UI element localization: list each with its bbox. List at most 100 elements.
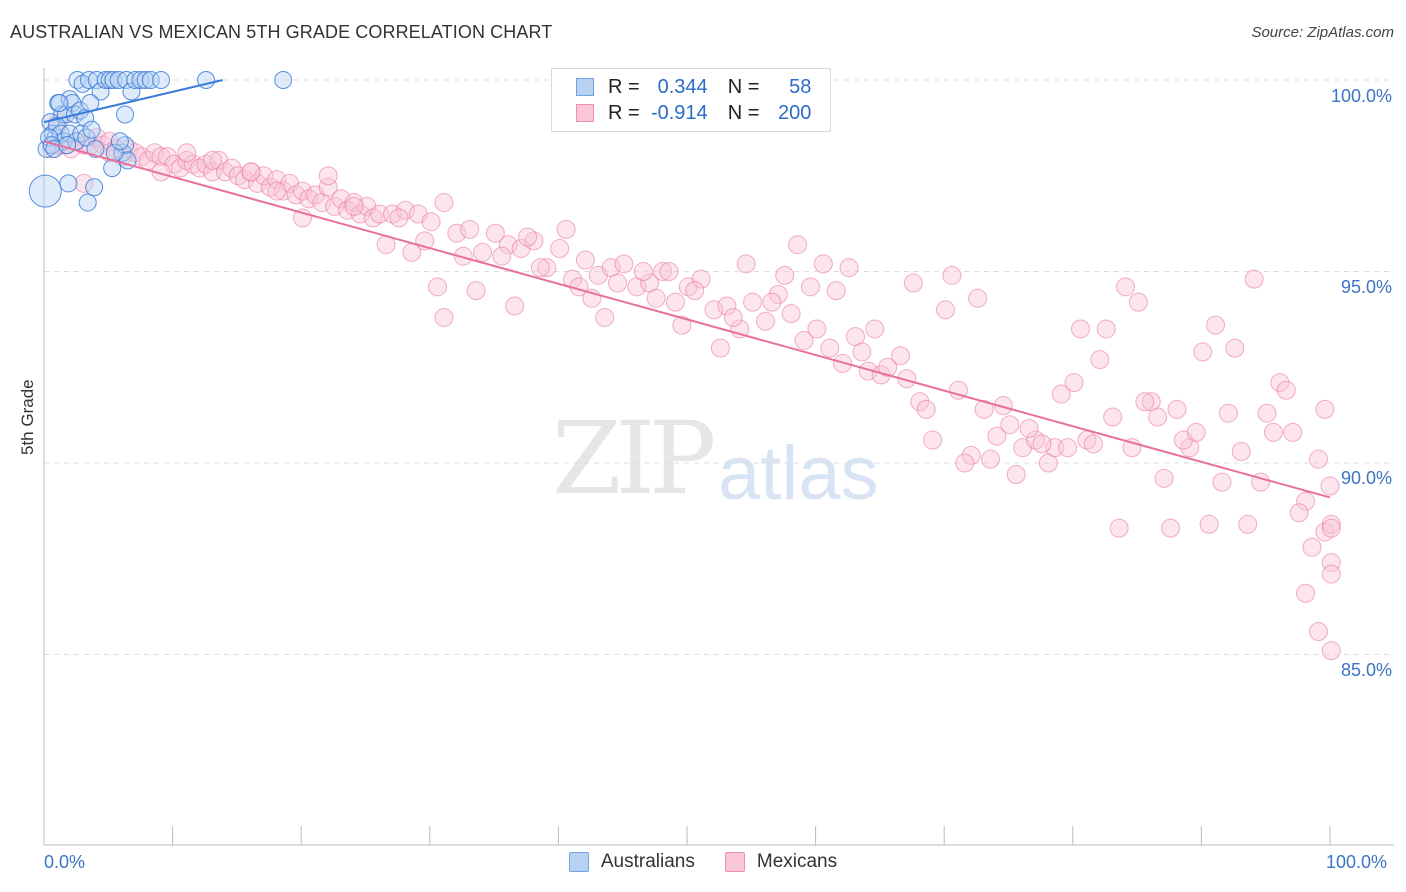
mexicans-point	[1161, 518, 1181, 538]
mexicans-point	[1019, 419, 1039, 439]
mexicans-point	[1148, 407, 1168, 427]
mexicans-point	[222, 158, 242, 178]
mexicans-point	[1154, 468, 1174, 488]
mexicans-point	[550, 239, 570, 259]
mexicans-point	[1315, 399, 1335, 419]
mexicans-point	[948, 380, 968, 400]
mexicans-point	[1006, 464, 1026, 484]
legend-item-australians[interactable]: Australians	[568, 851, 695, 873]
mexicans-point	[1000, 415, 1020, 435]
australians-legend-swatch	[568, 852, 589, 872]
r-value: -0.914	[650, 101, 708, 124]
mexicans-point	[1193, 342, 1213, 362]
mexicans-point	[1321, 553, 1341, 573]
n-value: 200	[778, 101, 812, 124]
y-tick-label: 85.0%	[1340, 660, 1392, 680]
mexicans-point	[775, 265, 795, 285]
mexicans-point	[395, 200, 415, 220]
mexicans-point	[537, 258, 557, 278]
mexicans-point	[1051, 384, 1071, 404]
mexicans-point	[1321, 564, 1341, 584]
mexicans-point	[1109, 518, 1129, 538]
mexicans-point	[247, 173, 267, 193]
stats-legend: R = 0.344 N = 58 R = -0.914 N = 200	[551, 68, 831, 132]
mexicans-point	[1096, 319, 1116, 339]
mexicans-point	[672, 315, 692, 335]
source-credit: Source: ZipAtlas.com	[1251, 24, 1394, 41]
mexicans-point	[1058, 438, 1078, 458]
r-label: R =	[608, 75, 640, 98]
mexicans-point	[1244, 269, 1264, 289]
mexicans-point	[659, 262, 679, 281]
australians-point	[28, 174, 62, 208]
chart-title: AUSTRALIAN VS MEXICAN 5TH GRADE CORRELAT…	[10, 22, 553, 42]
mexicans-point	[890, 346, 910, 366]
mexicans-point	[826, 281, 846, 301]
mexicans-point	[807, 319, 827, 339]
mexicans-point	[993, 396, 1013, 416]
mexicans-point	[788, 235, 808, 255]
australians-swatch	[576, 78, 594, 96]
mexicans-point	[1302, 537, 1322, 557]
mexicans-point	[1206, 315, 1226, 335]
australians-point	[50, 93, 69, 112]
mexicans-point	[518, 227, 538, 247]
mexicans-point	[498, 235, 518, 255]
mexicans-point	[987, 426, 1007, 446]
mexicans-point	[1238, 514, 1258, 534]
axes	[43, 68, 1394, 846]
mexicans-point	[1199, 514, 1219, 534]
mexicans-point	[447, 223, 467, 243]
mexicans-point	[794, 330, 814, 350]
mexicans-point	[910, 392, 930, 412]
mexicans-point	[1064, 373, 1084, 393]
mexicans-point	[878, 357, 898, 377]
mexicans-point	[254, 166, 274, 186]
mexicans-point	[1321, 641, 1341, 661]
mexicans-point	[1296, 583, 1316, 603]
mexicans-point	[428, 277, 448, 297]
mexicans-point	[614, 254, 634, 274]
mexicans-point	[903, 273, 923, 293]
n-label: N =	[727, 101, 760, 124]
australians-point	[110, 132, 129, 151]
australians-point	[116, 105, 135, 124]
mexicans-point	[1283, 422, 1303, 442]
mexicans-trend-line	[43, 140, 1331, 499]
mexicans-point	[1320, 476, 1340, 496]
mexicans-point	[685, 281, 705, 301]
mexicans-point	[974, 399, 994, 419]
australians-point	[136, 71, 155, 89]
mexicans-point	[1212, 472, 1232, 492]
mexicans-point	[723, 307, 743, 327]
australians-point	[141, 71, 160, 89]
stats-row-australians: R = 0.344 N = 58	[576, 75, 811, 99]
mexicans-point	[530, 258, 550, 278]
mexicans-point	[273, 181, 293, 201]
mexicans-point	[74, 173, 94, 193]
mexicans-point	[1276, 380, 1296, 400]
mexicans-point	[1071, 319, 1091, 339]
r-value: 0.344	[657, 75, 708, 98]
mexicans-point	[434, 193, 454, 213]
mexicans-point	[1032, 434, 1052, 454]
mexicans-point	[1186, 422, 1206, 442]
australians-point	[274, 71, 293, 89]
x-tick-label-max: 100.0%	[1326, 852, 1388, 872]
mexicans-point	[1263, 422, 1283, 442]
mexicans-point	[318, 177, 338, 197]
australians-point	[78, 193, 97, 212]
watermark-atlas: atlas	[718, 431, 879, 516]
trend-lines	[43, 79, 1331, 499]
mexicans-point	[768, 284, 788, 304]
mexicans-point	[473, 242, 493, 262]
mexicans-point	[1103, 407, 1123, 427]
legend-item-mexicans[interactable]: Mexicans	[724, 851, 837, 873]
mexicans-point	[710, 338, 730, 358]
watermark-zip: ZIP	[552, 400, 716, 517]
mexicans-point	[389, 208, 409, 228]
mexicans-point	[1218, 403, 1238, 423]
mexicans-point	[595, 307, 615, 327]
mexicans-point	[453, 246, 473, 266]
mexicans-point	[839, 258, 859, 278]
